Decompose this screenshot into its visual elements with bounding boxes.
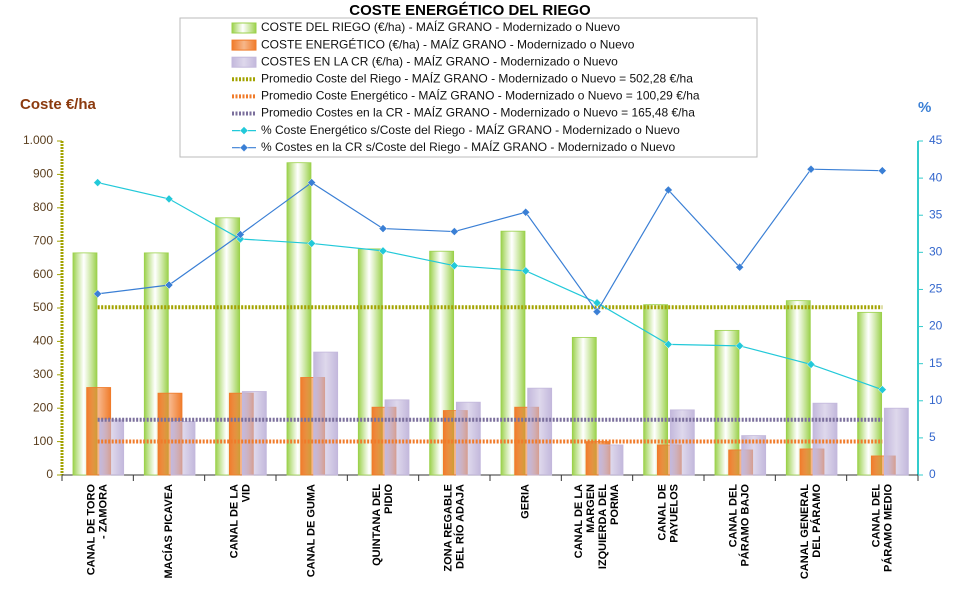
marker [93, 178, 103, 187]
y-tick-label: 900 [33, 167, 53, 181]
marker [93, 289, 103, 299]
chart-title: COSTE ENERGÉTICO DEL RIEGO [349, 2, 591, 19]
y-tick-label: 600 [33, 267, 53, 281]
x-tick-label: CANAL DE LAMARGENIZQUIERDA DELPORMA [573, 484, 621, 569]
y-tick-label: 1.000 [23, 133, 53, 147]
y-tick-label: 500 [33, 300, 53, 314]
y2-tick-label: 30 [929, 245, 943, 259]
legend-label: Promedio Coste del Riego - MAÍZ GRANO - … [261, 70, 693, 85]
x-tick-label: CANAL DE TORO- ZAMORA [86, 484, 110, 576]
legend-label: COSTES EN LA CR (€/ha) - MAÍZ GRANO - Mo… [261, 53, 618, 68]
y2-tick-label: 15 [929, 356, 943, 370]
y-tick-label: 700 [33, 233, 53, 247]
y-tick-label: 300 [33, 367, 53, 381]
y2-tick-label: 45 [929, 133, 943, 147]
marker [235, 230, 245, 239]
x-tick-label: CANAL DE LAVID [228, 484, 252, 558]
marker [521, 266, 531, 276]
legend-label: % Coste Energético s/Coste del Riego - M… [261, 122, 680, 137]
bar [170, 421, 196, 476]
x-tick-label: CANAL DELPÁRAMO MEDIO [870, 484, 894, 572]
bar [99, 419, 125, 476]
y2-tick-label: 35 [929, 207, 943, 221]
legend-swatch [231, 39, 257, 51]
y-tick-label: 800 [33, 200, 53, 214]
legend-label: % Costes en la CR s/Coste del Riego - MA… [261, 139, 675, 154]
marker [877, 166, 887, 176]
marker [735, 341, 745, 351]
x-tick-label: CANAL GENERALDEL PÁRAMO [799, 484, 823, 580]
y2-tick-label: 0 [929, 467, 936, 481]
marker [521, 207, 531, 217]
marker [663, 185, 673, 195]
y2-tick-label: 25 [929, 282, 943, 296]
marker [307, 178, 317, 187]
y-tick-label: 0 [46, 467, 53, 481]
bar [857, 311, 883, 476]
data-line [97, 168, 883, 313]
y2-tick-label: 40 [929, 170, 943, 184]
y-tick-label: 100 [33, 434, 53, 448]
legend-label: COSTE ENERGÉTICO (€/ha) - MAÍZ GRANO - M… [261, 36, 635, 51]
bar [455, 401, 481, 476]
legend-swatch [231, 22, 257, 34]
x-tick-label: ZONA REGABLEDEL RÍO ADAJA [442, 484, 466, 572]
legend-swatch [231, 56, 257, 68]
marker [592, 307, 602, 317]
bar [598, 444, 624, 476]
x-tick-label: MACÍAS PICAVEA [162, 484, 175, 579]
legend-label: Promedio Costes en la CR - MAÍZ GRANO - … [261, 105, 695, 120]
bar [571, 336, 597, 476]
bar [241, 391, 267, 476]
x-tick-label: GERIA [520, 484, 532, 519]
marker [239, 126, 249, 135]
bar [785, 300, 811, 476]
y-axis-title: Coste €/ha [20, 96, 97, 113]
bar [527, 387, 553, 476]
y2-tick-label: 20 [929, 319, 943, 333]
marker [735, 262, 745, 272]
marker [806, 360, 816, 369]
marker [235, 234, 245, 244]
marker [378, 224, 388, 233]
marker [378, 246, 388, 256]
bar [384, 399, 410, 476]
marker [592, 298, 602, 308]
marker [449, 227, 459, 236]
y2-axis-title: % [918, 99, 931, 116]
legend-box [179, 17, 758, 158]
y2-tick-label: 10 [929, 393, 943, 407]
marker [877, 385, 887, 394]
y-tick-label: 400 [33, 334, 53, 348]
y-tick-label: 200 [33, 400, 53, 414]
marker [449, 261, 459, 271]
x-tick-label: QUINTANA DELPIDIO [371, 484, 395, 566]
y2-tick-label: 5 [929, 430, 936, 444]
bar [313, 351, 339, 476]
marker [164, 194, 174, 204]
bar [883, 407, 909, 476]
bar [812, 402, 838, 476]
legend-label: COSTE DEL RIEGO (€/ha) - MAÍZ GRANO - Mo… [261, 19, 620, 34]
x-tick-label: CANAL DEPAYUELOS [656, 484, 680, 543]
marker [307, 239, 317, 248]
marker [164, 280, 174, 290]
data-line [97, 181, 883, 391]
legend-label: Promedio Coste Energético - MAÍZ GRANO -… [261, 88, 700, 103]
x-tick-label: CANAL DELPÁRAMO BAJO [728, 484, 752, 567]
marker [239, 143, 249, 153]
x-tick-label: CANAL DE GUMA [306, 484, 318, 577]
marker [663, 340, 673, 349]
marker [806, 164, 816, 174]
